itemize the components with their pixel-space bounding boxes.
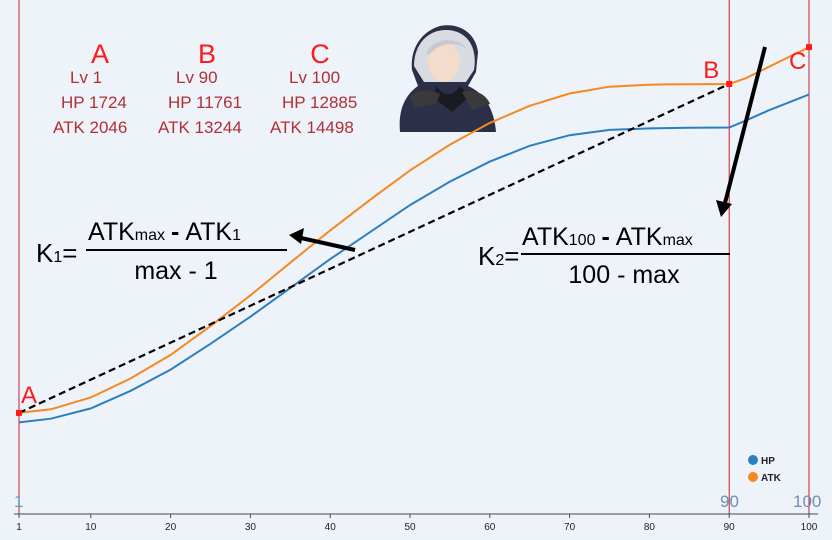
x-tick-label-60: 60 [484, 522, 496, 533]
x-tick-label-20: 20 [165, 522, 177, 533]
x-axis-ticks: 1 10 20 30 40 50 60 70 80 90 100 [16, 514, 818, 533]
k2-lhs: K2= [478, 241, 519, 271]
k1-numerator: ATKmax - ATK1 [88, 218, 241, 246]
x-tick-label-100: 100 [801, 522, 818, 533]
level-label-1: 1 [14, 492, 23, 511]
level-markers: A B C [16, 44, 812, 416]
marker-label-b: B [703, 57, 719, 84]
marker-point-b [726, 80, 733, 87]
stat-hp-a: HP 1724 [61, 93, 127, 112]
legend-atk-label: ATK [761, 473, 782, 484]
x-tick-label-50: 50 [404, 522, 416, 533]
formula-k1: K1= ATKmax - ATK1 max - 1 [36, 218, 287, 285]
k1-denominator: max - 1 [134, 257, 217, 285]
x-tick-label-90: 90 [724, 522, 736, 533]
stat-lv-b: Lv 90 [176, 68, 218, 87]
stat-lv-c: Lv 100 [289, 68, 340, 87]
legend-hp-label: HP [761, 456, 775, 467]
stat-column-a: A Lv 1 HP 1724 ATK 2046 [53, 39, 127, 137]
stat-column-b: B Lv 90 HP 11761 ATK 13244 [158, 39, 242, 137]
stat-hp-c: HP 12885 [282, 93, 357, 112]
formula-k2: K2= ATK100- ATKmax 100 - max [478, 223, 730, 289]
stat-atk-b: ATK 13244 [158, 118, 242, 137]
stat-lv-a: Lv 1 [70, 68, 102, 87]
level-label-90: 90 [720, 492, 739, 511]
arrow-to-k1-head [289, 228, 304, 244]
chord-a-b-dashed [18, 82, 730, 414]
legend-atk-marker [748, 472, 758, 482]
marker-label-c: C [789, 48, 806, 75]
arrow-to-k2-head [716, 200, 732, 217]
marker-point-a [16, 409, 22, 416]
arrow-to-k1 [289, 228, 356, 252]
stat-hp-b: HP 11761 [168, 93, 242, 112]
arrow-to-k1-shaft [300, 236, 356, 252]
hp-series-line [18, 93, 810, 424]
stat-atk-a: ATK 2046 [53, 118, 127, 137]
x-tick-label-70: 70 [564, 522, 576, 533]
stat-header-b: B [198, 39, 216, 69]
marker-label-a: A [21, 382, 37, 409]
k2-numerator: ATK100- ATKmax [522, 223, 693, 251]
x-tick-label-30: 30 [245, 522, 257, 533]
chart-legend: HP ATK [748, 455, 782, 484]
k2-denominator: 100 - max [568, 261, 680, 289]
x-tick-label-1: 1 [16, 522, 22, 533]
x-tick-label-10: 10 [85, 522, 97, 533]
character-portrait [399, 25, 496, 132]
stat-header-c: C [310, 39, 330, 69]
legend-hp-marker [748, 455, 758, 465]
stat-atk-c: ATK 14498 [270, 118, 354, 137]
x-tick-label-80: 80 [644, 522, 656, 533]
level-label-100: 100 [793, 492, 821, 511]
k1-lhs: K1= [36, 238, 77, 268]
stat-column-c: C Lv 100 HP 12885 ATK 14498 [270, 39, 357, 137]
marker-point-c [806, 44, 812, 51]
arrow-to-k2-shaft [723, 46, 767, 204]
x-tick-label-40: 40 [325, 522, 337, 533]
arrow-to-k2 [716, 46, 767, 217]
stat-header-a: A [91, 39, 109, 69]
